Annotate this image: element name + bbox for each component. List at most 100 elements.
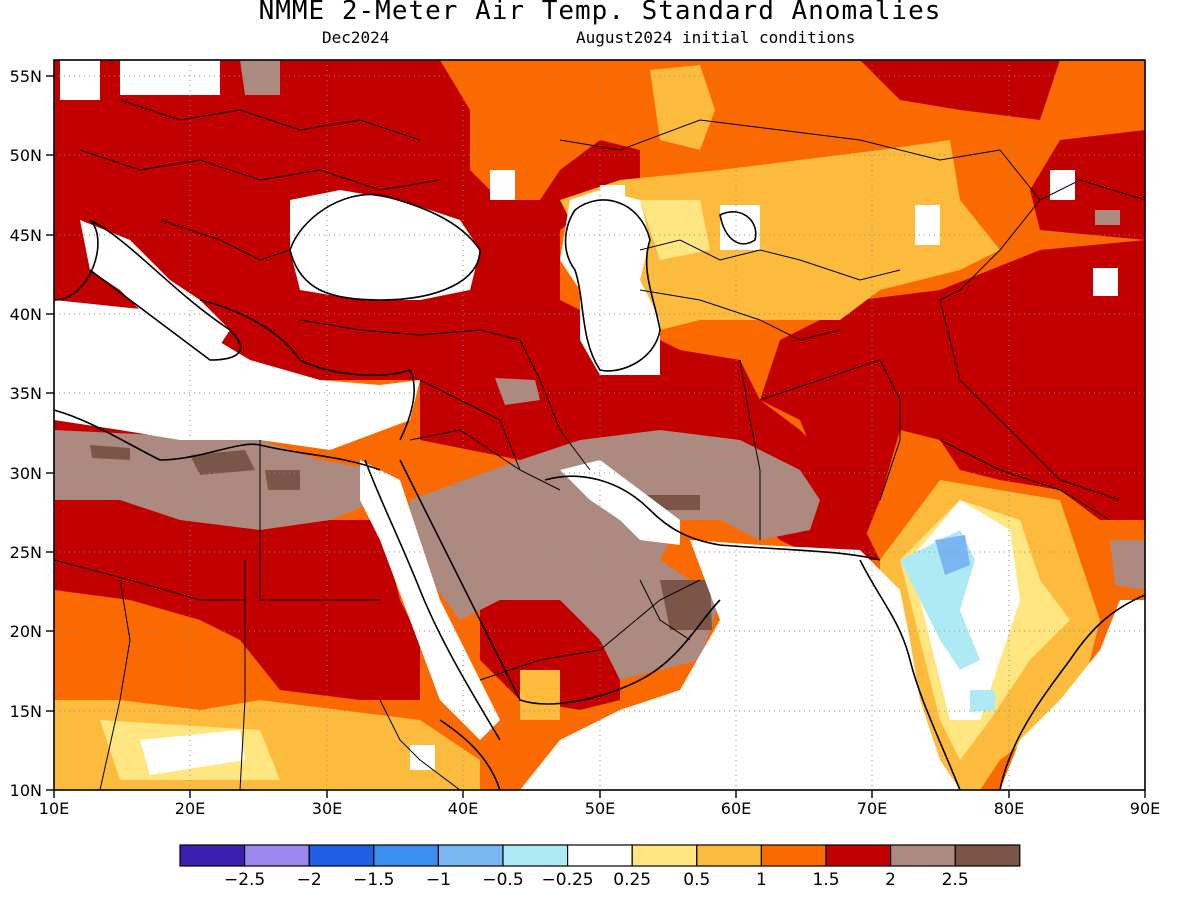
lat-label: 55N bbox=[10, 67, 42, 86]
border-kazakhstan-russia bbox=[559, 119, 1001, 161]
border-uzbekistan bbox=[639, 289, 841, 341]
coast-aegean-anatolia bbox=[199, 299, 415, 441]
border-mongolia bbox=[1039, 179, 1145, 201]
anomaly-region-south-central-asia bbox=[760, 240, 1145, 550]
colorbar-tick-label: −0.5 bbox=[482, 870, 523, 890]
lat-label: 15N bbox=[10, 702, 42, 721]
border-saudi-north bbox=[409, 429, 561, 491]
coast-red-sea-east bbox=[399, 459, 721, 705]
anomaly-region-china-brown bbox=[1095, 210, 1120, 225]
colorbar-tick-label: 2.5 bbox=[942, 870, 969, 890]
border-oman bbox=[639, 579, 691, 641]
mask-arabian-sea bbox=[520, 540, 960, 790]
lon-label: 10E bbox=[39, 799, 69, 818]
lat-label: 10N bbox=[10, 781, 42, 800]
colorbar-swatch bbox=[308, 844, 375, 867]
anomaly-region-yemen-yellow bbox=[520, 670, 560, 720]
coastlines bbox=[54, 193, 1145, 790]
colorbar-swatch bbox=[696, 844, 762, 867]
border-iran-afghanistan bbox=[739, 359, 761, 540]
map-title: NMME 2-Meter Air Temp. Standard Anomalie… bbox=[258, 0, 942, 26]
coast-lake-balkhash bbox=[719, 211, 757, 245]
lon-label: 60E bbox=[721, 799, 751, 818]
lon-label: 70E bbox=[857, 799, 887, 818]
colorbar-swatch bbox=[179, 844, 246, 867]
colorbar-swatch bbox=[566, 844, 633, 867]
border-china bbox=[939, 149, 1121, 501]
mask-central-asia-dot bbox=[915, 205, 940, 245]
mask-black-sea bbox=[290, 190, 480, 300]
border-europe-1 bbox=[79, 149, 441, 191]
mask-russia-dot bbox=[490, 170, 515, 200]
border-afghanistan-pakistan bbox=[759, 359, 901, 501]
anomaly-patch-egypt bbox=[190, 450, 255, 475]
lat-label: 35N bbox=[10, 384, 42, 403]
lon-label: 40E bbox=[448, 799, 478, 818]
colorbar-swatch bbox=[502, 844, 569, 867]
anomaly-patch-libya-east bbox=[265, 470, 300, 490]
colorbar-swatch bbox=[631, 844, 698, 867]
anomaly-region-india-cool-south bbox=[970, 690, 995, 712]
border-turkey bbox=[299, 319, 521, 341]
coast-horn-of-africa bbox=[439, 719, 501, 790]
colorbar-swatches bbox=[179, 844, 1021, 867]
lon-label: 80E bbox=[994, 799, 1024, 818]
mask-italy-sea bbox=[80, 220, 230, 360]
border-niger-chad bbox=[99, 579, 131, 790]
border-kazakhstan bbox=[639, 239, 901, 281]
anomaly-region-india-brown bbox=[1110, 540, 1145, 590]
anomaly-region-sahara-brown bbox=[54, 430, 380, 530]
anomaly-region-arabia-brown bbox=[410, 430, 820, 680]
colorbar-tick-label: −2.5 bbox=[224, 870, 265, 890]
mask-lake-victoria-area bbox=[410, 745, 435, 770]
lon-label: 20E bbox=[175, 799, 205, 818]
colorbar-tick-label: 0.5 bbox=[683, 870, 710, 890]
coast-persian-gulf bbox=[544, 475, 881, 561]
mask-persian-gulf bbox=[560, 460, 680, 545]
mask-aral-region bbox=[600, 185, 625, 205]
colorbar-tick-label: −1.5 bbox=[353, 870, 394, 890]
colorbar-swatch bbox=[373, 844, 439, 867]
latitude-labels: 55N 50N 45N 40N 35N 30N 25N 20N 15N 10N bbox=[10, 67, 42, 800]
colorbar-swatch bbox=[954, 844, 1021, 867]
mask-mongolia-dot-north bbox=[1050, 170, 1075, 200]
coast-india-east bbox=[999, 594, 1145, 790]
coast-red-sea-west bbox=[364, 459, 501, 741]
anomaly-region-caucasus-brown bbox=[240, 60, 280, 95]
border-chad-sudan bbox=[239, 560, 246, 790]
anomaly-region-siberia bbox=[860, 60, 1060, 120]
lat-label: 40N bbox=[10, 305, 42, 324]
anomaly-region-iraq-brown bbox=[495, 378, 540, 405]
anomaly-region-aral-light bbox=[640, 200, 710, 260]
border-sudan-ethiopia bbox=[379, 699, 461, 790]
mask-bay-of-bengal bbox=[1000, 600, 1145, 790]
colorbar: −2.5 −2 −1.5 −1 −0.5 −0.25 0.25 0.5 1 1.5 2 2.5 bbox=[179, 844, 1021, 890]
target-month: Dec2024 bbox=[322, 28, 390, 47]
lat-label: 20N bbox=[10, 622, 42, 641]
initial-conditions: August2024 initial conditions bbox=[576, 28, 856, 47]
colorbar-swatch bbox=[437, 844, 504, 867]
anomaly-patch-libya-west bbox=[90, 445, 130, 460]
colorbar-swatch bbox=[889, 844, 956, 867]
mask-north-europe bbox=[60, 60, 220, 100]
mask-mediterranean bbox=[54, 300, 420, 450]
coast-caspian bbox=[564, 199, 661, 372]
lat-label: 45N bbox=[10, 226, 42, 245]
colorbar-tick-label: 2 bbox=[885, 870, 896, 890]
colorbar-swatch bbox=[825, 844, 892, 867]
lat-label: 30N bbox=[10, 464, 42, 483]
border-syria-iraq bbox=[419, 379, 521, 471]
anomaly-field bbox=[54, 60, 1145, 790]
anomaly-region-sahel-neutral bbox=[140, 730, 245, 775]
border-balkans bbox=[159, 219, 291, 261]
border-sahel bbox=[54, 559, 245, 601]
coast-north-africa bbox=[54, 409, 381, 471]
lat-label: 25N bbox=[10, 543, 42, 562]
colorbar-tick-label: −0.25 bbox=[542, 870, 594, 890]
colorbar-tick-label: 0.25 bbox=[613, 870, 651, 890]
colorbar-tick-label: 1 bbox=[756, 870, 767, 890]
border-himalaya bbox=[939, 439, 1111, 521]
lon-label: 30E bbox=[312, 799, 342, 818]
border-iraq-iran bbox=[519, 339, 591, 471]
